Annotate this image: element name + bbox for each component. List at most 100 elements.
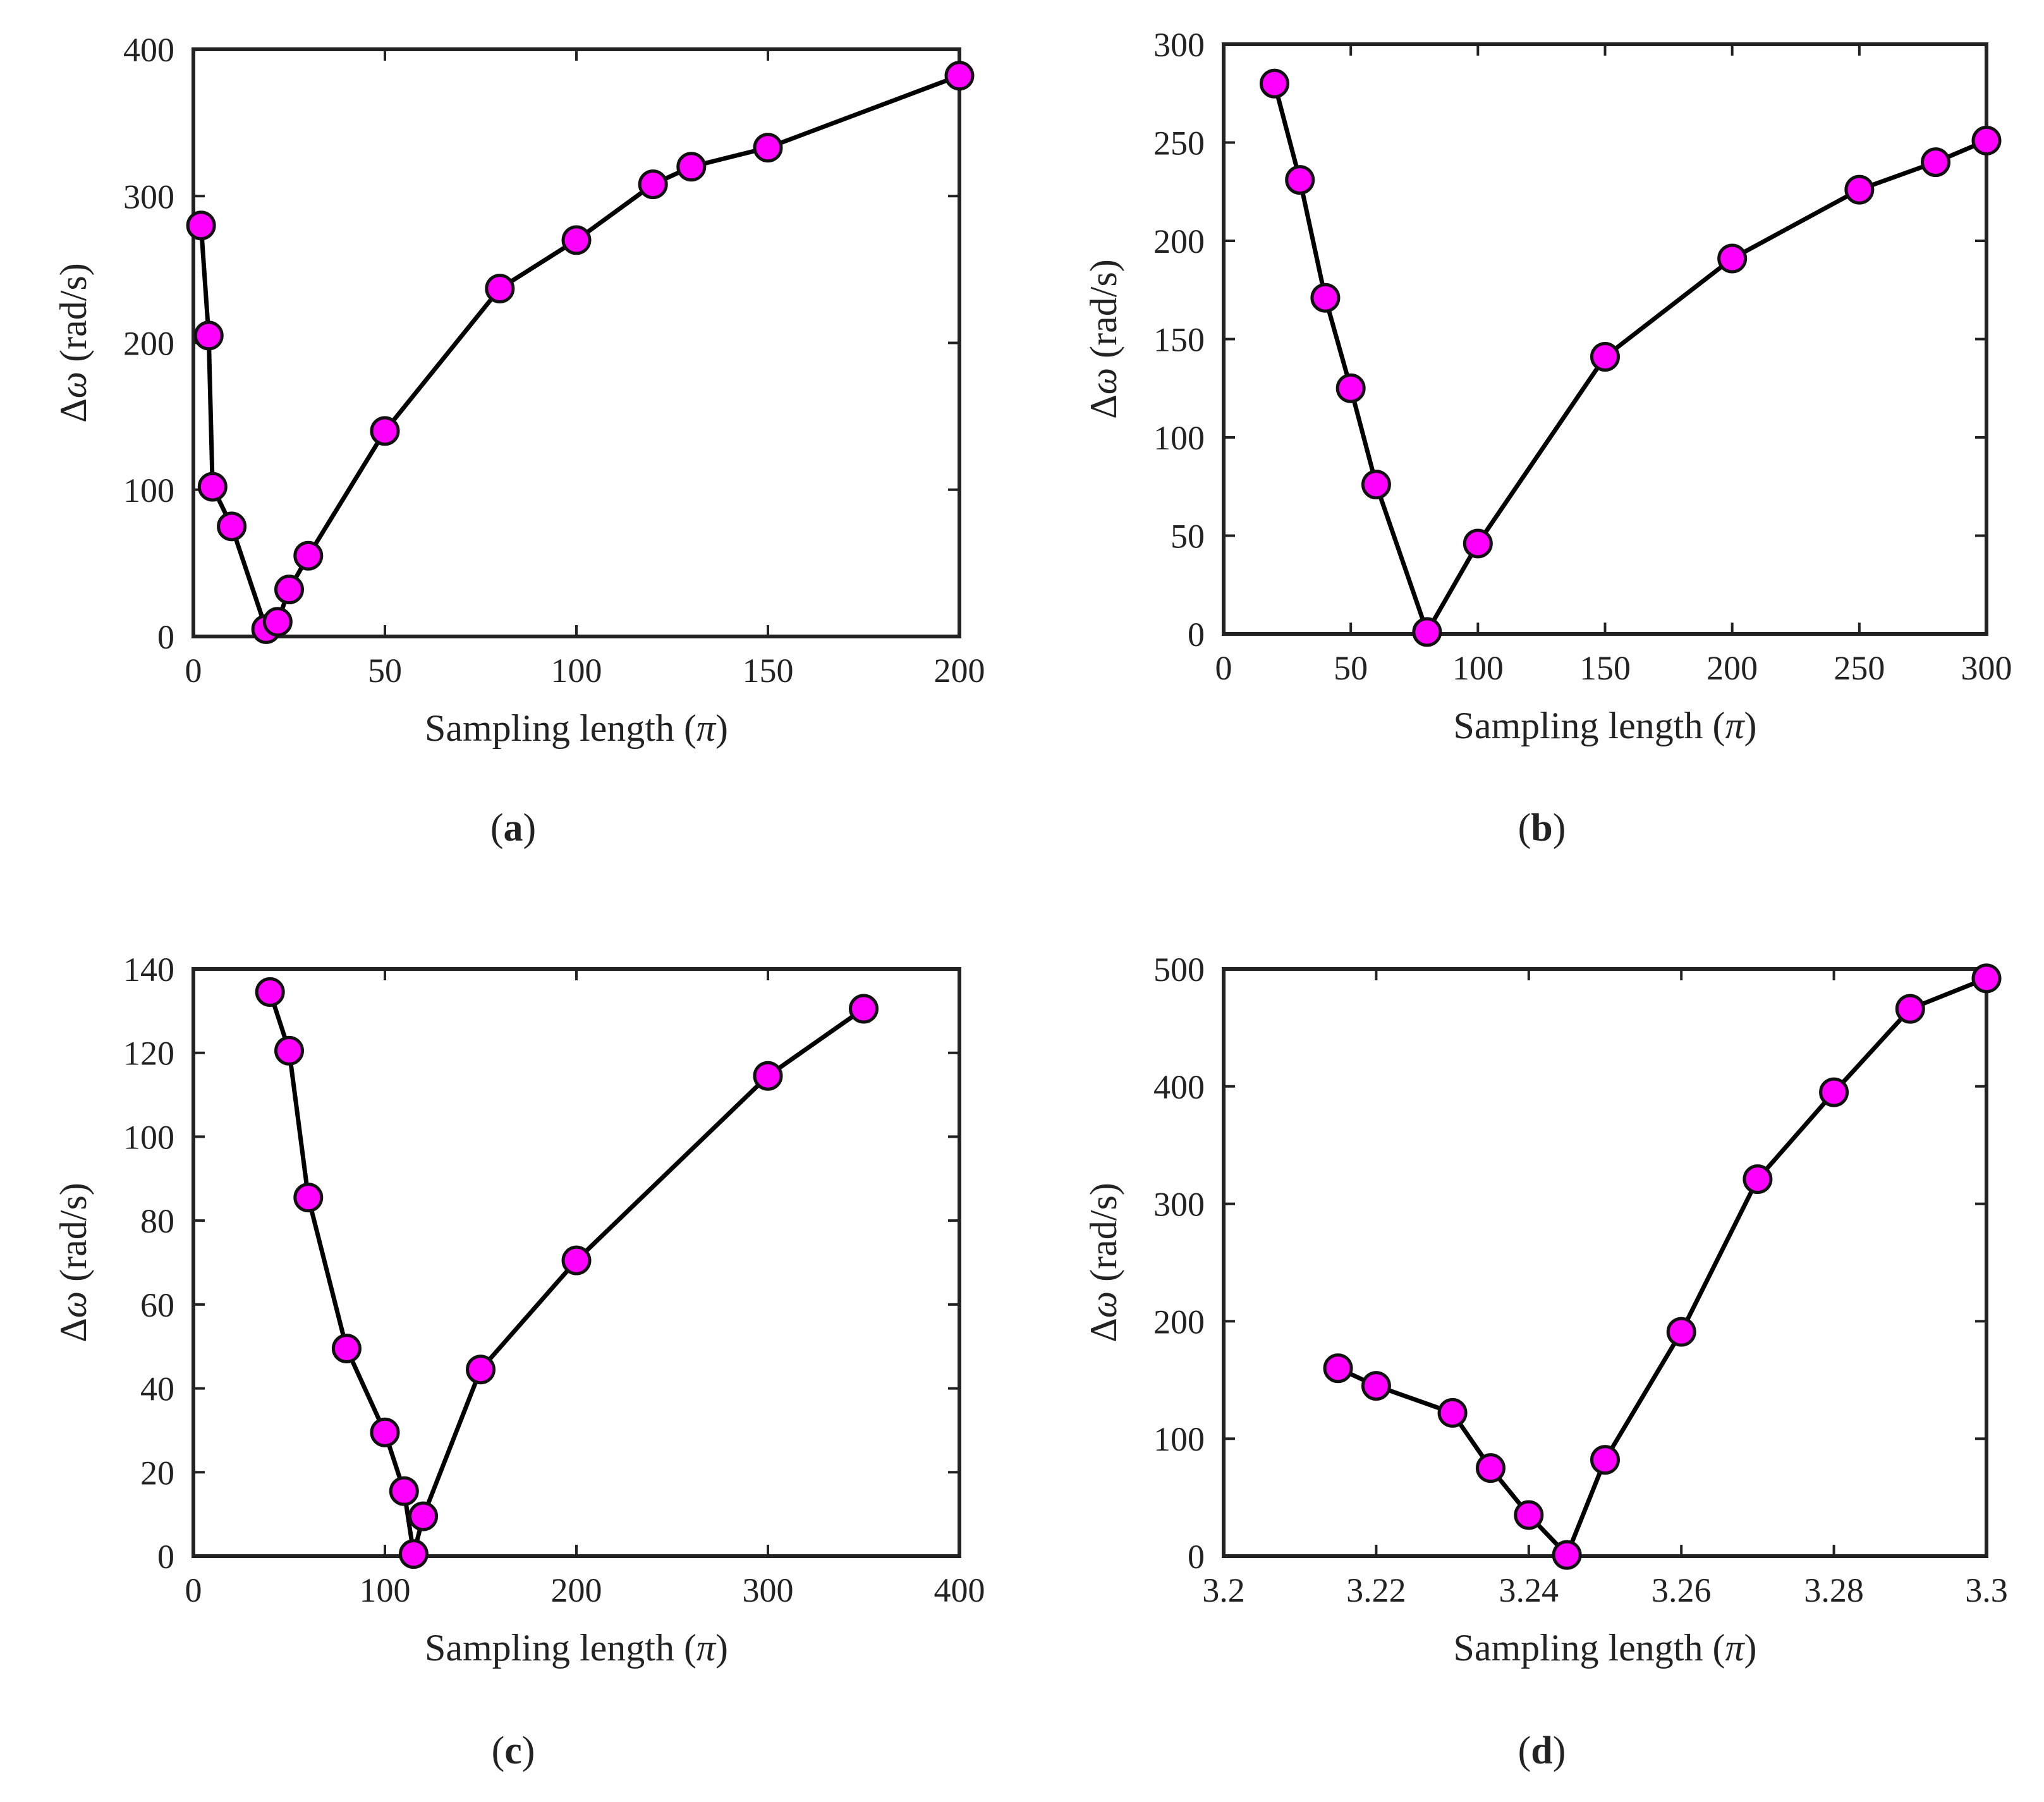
x-tick-label: 3.26 [1652, 1571, 1712, 1609]
data-point [944, 61, 975, 91]
x-tick-label: 150 [743, 652, 794, 690]
x-axis-label: Sampling length (π) [425, 707, 728, 749]
y-axis-label-symbol: ω [52, 1291, 94, 1318]
data-point [466, 1355, 496, 1385]
panel-c: 0 100 200 300 400 0 20 40 60 80 100 120 140 Sampling … [52, 951, 985, 1772]
x-tick-label: 0 [185, 1571, 202, 1609]
data-point [1590, 1445, 1620, 1475]
data-point [1895, 994, 1925, 1024]
x-axis-label-suffix: ) [715, 1627, 728, 1669]
x-tick-label: 3.22 [1346, 1571, 1406, 1609]
y-tick-label: 50 [1171, 518, 1205, 556]
x-tick-label: 0 [185, 652, 202, 690]
data-point [1361, 470, 1391, 500]
y-axis-label-unit: (rad/s) [1083, 259, 1124, 368]
data-point [561, 225, 592, 255]
y-tick-label: 100 [123, 472, 174, 509]
x-axis-label-text: Sampling length ( [425, 1627, 697, 1669]
data-point [561, 1245, 592, 1275]
x-tick-label: 200 [934, 652, 985, 690]
data-point [255, 977, 285, 1007]
y-tick-label: 300 [1153, 26, 1205, 64]
series-line [1272, 83, 1988, 635]
data-point [262, 607, 293, 637]
x-tick-label: 300 [1961, 649, 2012, 687]
data-point [398, 1539, 429, 1569]
data-point [1475, 1453, 1506, 1483]
x-axis-label-suffix: ) [1744, 705, 1757, 746]
y-axis-label-unit: (rad/s) [1083, 1183, 1124, 1291]
data-point [408, 1501, 439, 1531]
data-point [1971, 963, 2002, 994]
y-tick-label: 500 [1153, 951, 1205, 989]
data-point [370, 416, 400, 446]
panel-d: 3.2 3.22 3.24 3.26 3.28 3.3 0 100 200 300 400 500 Sa… [1083, 951, 2008, 1772]
data-point [1743, 1164, 1773, 1195]
data-point [1285, 165, 1315, 195]
data-point [197, 472, 228, 502]
y-tick-label: 200 [1153, 222, 1205, 260]
y-tick-label: 0 [1188, 1538, 1205, 1576]
x-tick-label: 0 [1215, 649, 1232, 687]
panel-caption-letter: a [504, 807, 523, 849]
x-tick-label: 50 [368, 652, 402, 690]
x-axis-label-symbol: π [697, 1627, 717, 1669]
y-axis-label: Δω (rad/s) [52, 1183, 94, 1342]
data-point [1552, 1540, 1582, 1570]
panel-caption-open: ( [490, 807, 504, 849]
y-tick-label: 40 [140, 1370, 174, 1408]
panel-caption-open: ( [492, 1729, 505, 1772]
data-point [293, 540, 324, 571]
x-tick-label: 200 [551, 1571, 602, 1609]
data-point [293, 1183, 324, 1213]
y-axis-label-delta: Δ [52, 398, 94, 423]
data-point [1310, 283, 1341, 313]
data-point [676, 152, 707, 182]
x-tick-label: 100 [551, 652, 602, 690]
x-axis-label-text: Sampling length ( [425, 707, 697, 749]
data-point [1666, 1317, 1696, 1347]
panel-caption: (c) [492, 1729, 535, 1772]
series-line [1337, 976, 1988, 1557]
data-point [274, 1035, 304, 1066]
data-point [1921, 147, 1951, 178]
y-tick-label: 0 [157, 1538, 174, 1576]
y-tick-label: 120 [123, 1035, 174, 1073]
x-tick-label: 300 [743, 1571, 794, 1609]
x-axis-label-suffix: ) [1744, 1627, 1757, 1669]
y-tick-label: 200 [123, 325, 174, 363]
data-point [1361, 1371, 1391, 1401]
data-point [753, 133, 783, 163]
y-axis-label-unit: (rad/s) [52, 1183, 94, 1291]
data-point [217, 511, 247, 542]
x-axis-label-symbol: π [1725, 705, 1745, 746]
y-axis-label-symbol: ω [1083, 1291, 1124, 1318]
x-tick-label: 50 [1334, 649, 1368, 687]
panel-a: 0 50 100 150 200 0 100 200 300 400 Sampling length… [52, 31, 985, 849]
y-axis-label-unit: (rad/s) [52, 263, 94, 372]
y-tick-label: 250 [1153, 125, 1205, 162]
axes-box [192, 967, 961, 1558]
data-point [186, 210, 216, 241]
x-axis-label-symbol: π [697, 707, 717, 749]
axes-box [192, 47, 961, 638]
data-point [1590, 341, 1620, 372]
data-point [1412, 617, 1442, 647]
data-point [1437, 1397, 1468, 1428]
y-tick-label: 300 [123, 178, 174, 216]
x-tick-label: 3.24 [1499, 1571, 1559, 1609]
y-axis-label: Δω (rad/s) [52, 263, 94, 423]
y-axis-label-delta: Δ [52, 1318, 94, 1342]
x-tick-label: 400 [934, 1571, 985, 1609]
data-point [1971, 125, 2002, 155]
y-tick-label: 150 [1153, 321, 1205, 359]
y-tick-label: 200 [1153, 1303, 1205, 1341]
data-point [1717, 243, 1748, 274]
y-tick-label: 0 [1188, 616, 1205, 654]
panel-b: 0 50 100 150 200 250 300 0 50 100 150 200 250 300 Samp… [1083, 26, 2012, 849]
x-axis-label-text: Sampling length ( [1453, 1627, 1725, 1669]
data-point [485, 274, 515, 304]
data-point [193, 320, 224, 351]
axes-box [1222, 967, 1988, 1558]
